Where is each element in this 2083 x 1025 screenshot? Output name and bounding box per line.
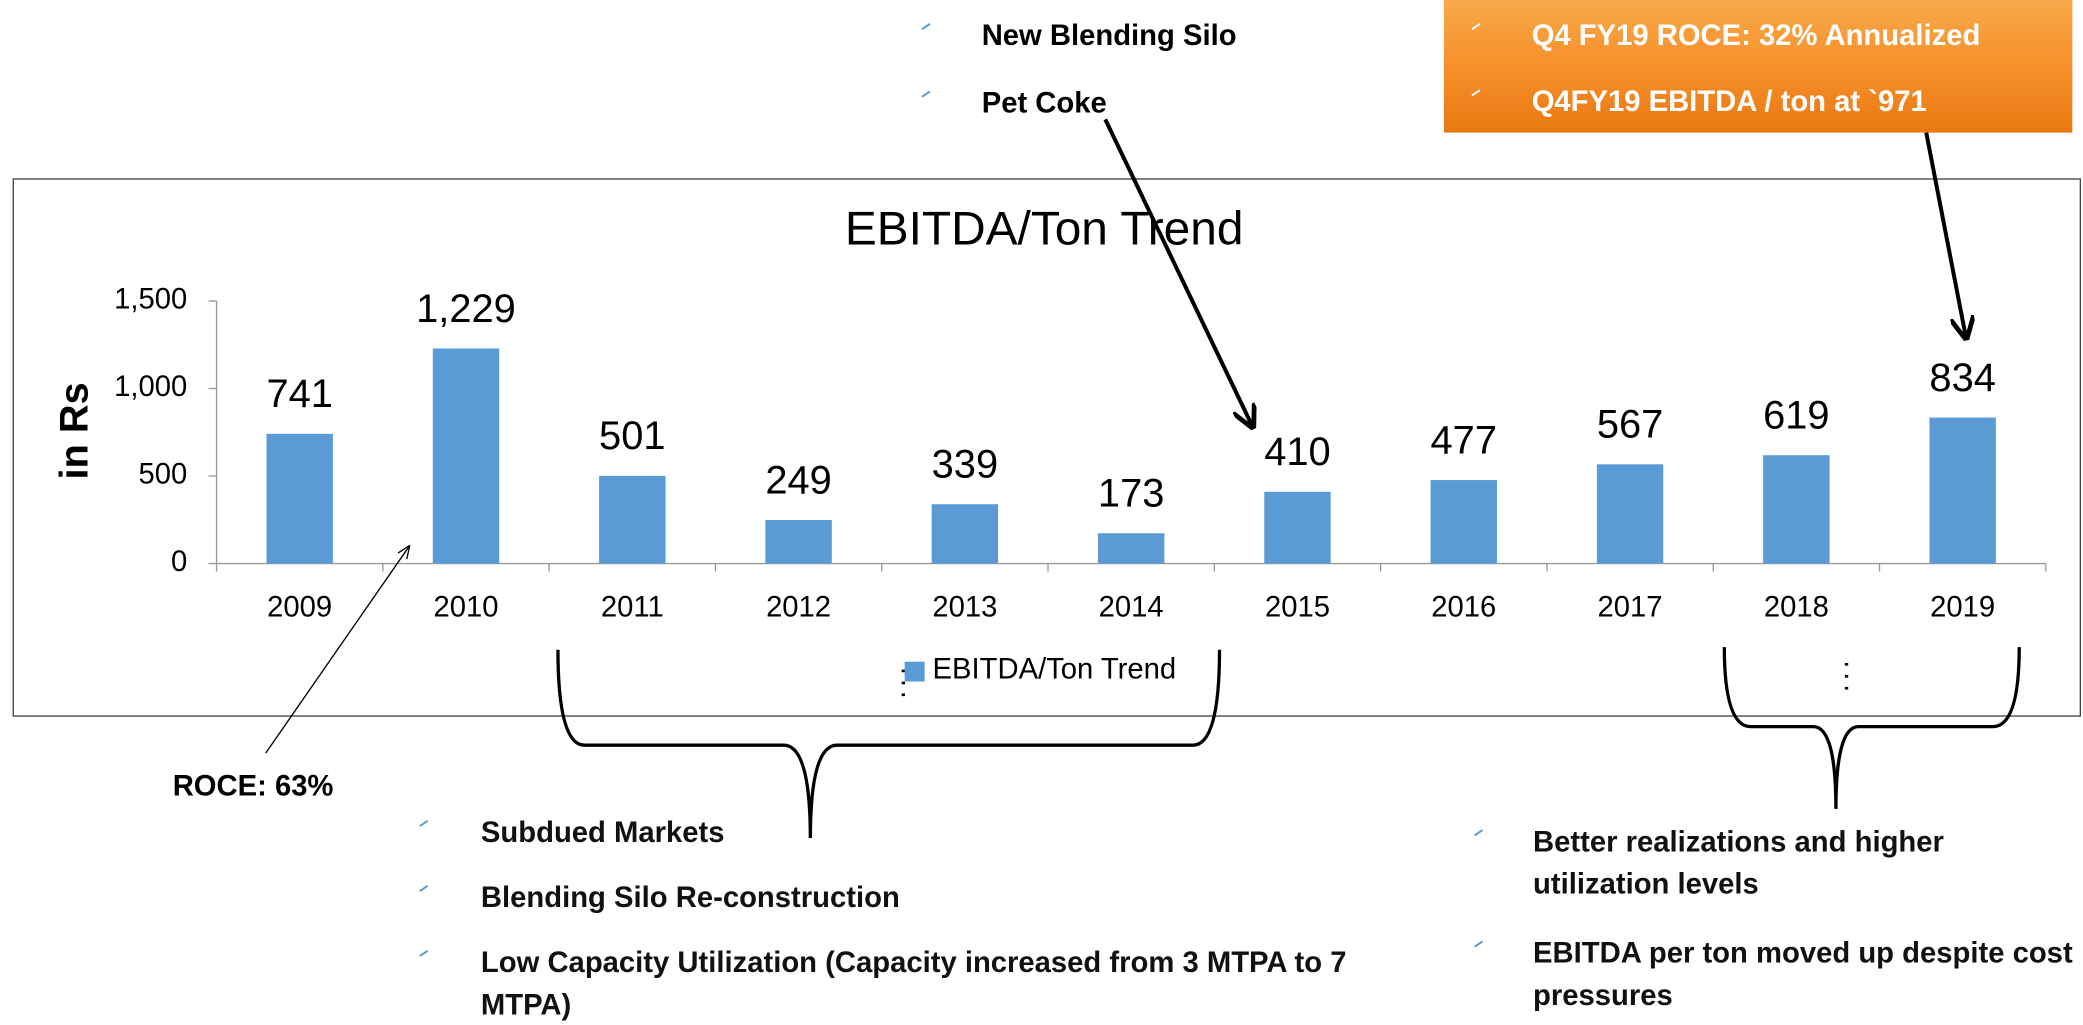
arrow [1924,132,1966,339]
x-tick-label: 2011 [601,591,664,623]
left-notes: Subdued Markets Blending Silo Re-constru… [480,815,1347,1022]
note: Better realizations and higher utilizati… [1533,824,1944,901]
x-tick-label: 2010 [433,591,498,623]
highlight-box [1444,0,2073,133]
data-label: 619 [1763,394,1829,438]
y-tick-label: 1,500 [114,284,187,316]
note: Subdued Markets [480,815,725,849]
bar [1264,491,1331,564]
x-tick-label: 2015 [1265,591,1330,623]
x-tick-label: 2013 [932,591,997,623]
bar [599,475,666,564]
right-notes: Better realizations and higher utilizati… [1533,824,2073,1012]
bar [1430,480,1497,564]
bar [1097,533,1165,564]
brace [1722,647,2021,809]
annotation-text: Pet Coke [982,87,1107,119]
y-axis-label: in Rs [53,382,97,479]
legend-swatch [904,661,925,682]
data-label: 501 [599,414,665,458]
note: Low Capacity Utilization (Capacity incre… [480,945,1347,1022]
data-label: 567 [1597,403,1663,447]
bar [1929,417,1996,564]
bullet [1474,829,1484,948]
dots [901,663,1849,697]
y-tick-label: 1,000 [114,371,187,403]
x-tick-label: 2018 [1764,591,1829,623]
arrow [265,546,409,754]
data-label: 741 [266,372,332,416]
arrow [1103,118,1252,427]
highlight-text: Q4FY19 EBITDA / ton at `971 [1532,86,1927,118]
data-label: 339 [932,443,998,487]
bullet [921,23,931,98]
bar [266,433,333,564]
x-tick-label: 2019 [1930,591,1995,623]
annotation-text: ROCE: 63% [173,770,334,802]
bullet [1471,23,1481,97]
bar [1763,455,1830,564]
y-tick-label: 500 [139,459,188,491]
x-tick-label: 2016 [1431,591,1496,623]
data-label: 410 [1264,430,1330,474]
bar [1596,464,1664,564]
note: EBITDA per ton moved up despite cost pre… [1533,936,2073,1012]
note: Blending Silo Re-construction [480,880,900,914]
x-tick-label: 2012 [766,591,831,623]
x-tick-label: 2014 [1099,591,1164,623]
chart-title: EBITDA/Ton Trend [845,203,1244,256]
brace [556,649,1222,839]
highlight-text: Q4 FY19 ROCE: 32% Annualized [1532,20,1981,52]
chart-frame [12,178,2082,717]
y-tick-label: 0 [171,546,187,578]
bar [765,519,832,564]
legend-label: EBITDA/Ton Trend [933,654,1177,686]
data-label: 249 [765,458,831,502]
data-label: 173 [1098,472,1164,516]
data-label: 1,229 [416,287,516,331]
x-tick-label: 2009 [267,591,332,623]
bar [432,348,500,564]
x-tick-label: 2017 [1598,591,1663,623]
annotation-text: New Blending Silo [982,20,1237,52]
bar [931,504,999,564]
data-label: 477 [1431,418,1497,462]
data-label: 834 [1929,356,1995,400]
bullet [419,819,429,957]
